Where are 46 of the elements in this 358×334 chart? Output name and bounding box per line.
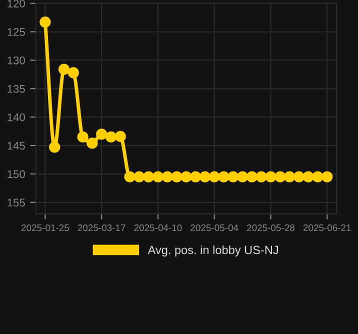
point [312,171,324,182]
point [86,138,98,149]
point [162,171,173,182]
point [114,130,126,142]
y-tick-label: 150 [8,170,25,178]
point [58,64,70,75]
x-tick-label: 2025-04-10 [134,224,182,232]
x-tick-label: 2025-01-25 [22,224,69,232]
point [124,171,136,182]
x-tick-label: 2025-03-17 [78,224,126,232]
point [180,171,192,182]
point [302,171,314,182]
point [322,171,333,182]
point [208,171,220,182]
x-tick-label: 2025-05-28 [247,224,294,232]
point [96,128,108,140]
y-tick-label: 140 [8,113,25,122]
point [228,171,239,182]
legend-label: Avg. pos. in lobby US-NJ [148,245,278,256]
point [236,171,248,182]
point [293,171,304,182]
x-tick-label: 2025-05-04 [190,224,238,232]
point [152,171,164,182]
point [171,171,182,182]
point [274,171,286,182]
y-tick-label: 135 [8,84,25,93]
point [284,171,296,182]
point [134,171,145,182]
y-tick-label: 125 [8,28,25,36]
point [246,171,258,182]
point [77,131,88,143]
point [265,171,276,182]
x-tick-label: 2025-06-21 [303,224,351,232]
point [199,171,211,182]
point [105,131,117,143]
point [49,142,60,153]
point [218,171,230,182]
point [190,171,202,182]
y-tick-label: 120 [8,0,25,8]
y-tick-label: 145 [8,142,25,150]
point [256,171,267,182]
y-tick-label: 155 [8,198,25,207]
point [40,16,51,28]
point [143,171,154,182]
y-tick-label: 130 [8,56,25,64]
point [68,67,79,78]
